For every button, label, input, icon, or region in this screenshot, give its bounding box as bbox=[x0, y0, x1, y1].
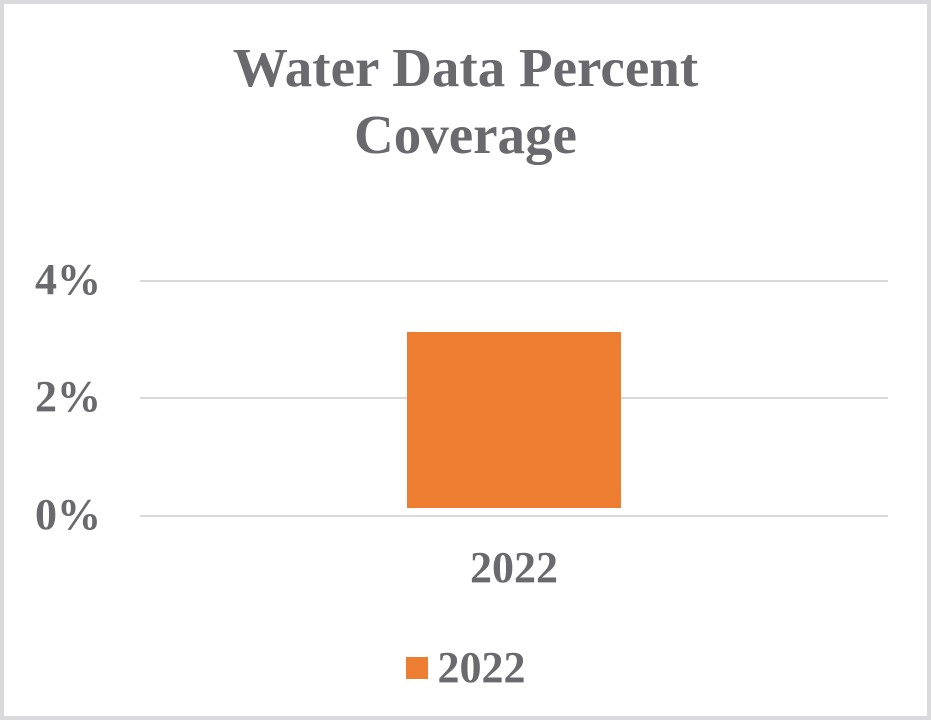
x-axis-category-2022: 2022 bbox=[470, 543, 558, 592]
gridline-0-percent bbox=[140, 515, 888, 517]
legend-swatch-2022 bbox=[405, 657, 428, 679]
legend: 2022 bbox=[4, 646, 927, 690]
y-axis-tick-2-percent: 2% bbox=[35, 372, 101, 421]
chart-title-line-1: Water Data Percent bbox=[232, 37, 699, 98]
y-axis-tick-4-percent: 4% bbox=[35, 255, 101, 304]
gridline-4-percent bbox=[140, 280, 888, 282]
bar-2022 bbox=[407, 332, 621, 508]
chart-title-line-2: Coverage bbox=[354, 104, 577, 166]
legend-label-2022: 2022 bbox=[437, 643, 526, 692]
chart-title: Water Data Percent Coverage bbox=[4, 34, 927, 168]
y-axis-tick-0-percent: 0% bbox=[35, 490, 101, 539]
